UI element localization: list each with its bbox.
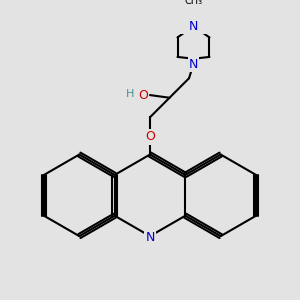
Text: O: O — [138, 88, 148, 102]
Text: CH₃: CH₃ — [184, 0, 202, 6]
Text: N: N — [189, 58, 198, 70]
Text: N: N — [189, 20, 198, 33]
Text: H: H — [126, 89, 135, 99]
Text: N: N — [145, 230, 155, 244]
Text: O: O — [145, 130, 155, 143]
